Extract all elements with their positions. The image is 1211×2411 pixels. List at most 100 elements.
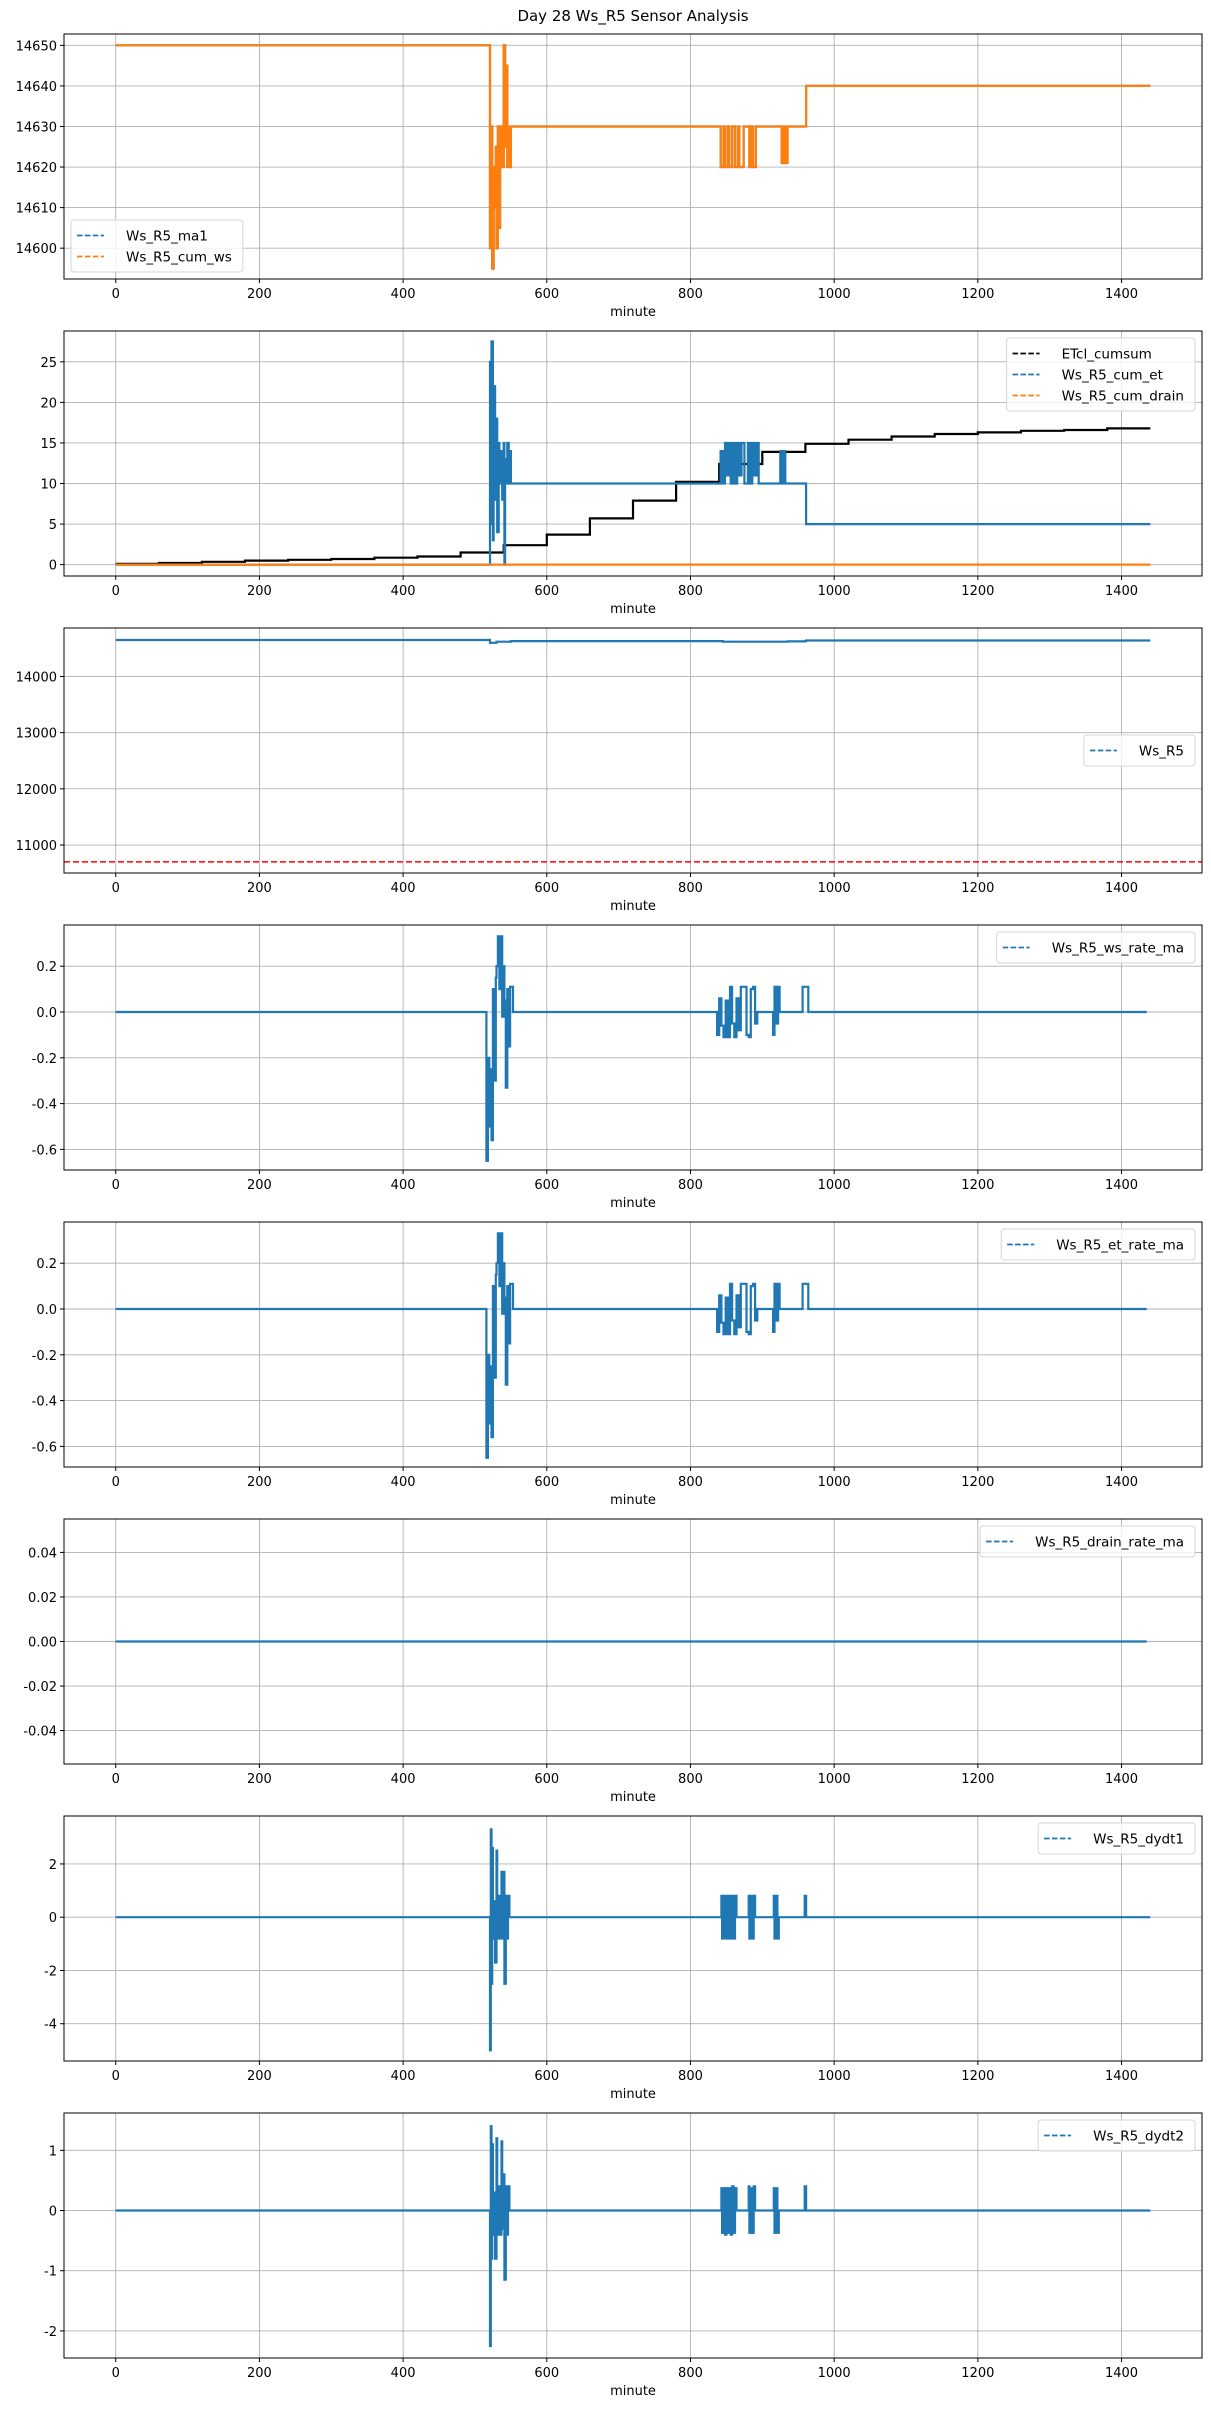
y-tick-label: 0 (49, 1911, 57, 1926)
plot-area (115, 1232, 1147, 1459)
x-tick-label: 200 (247, 1772, 272, 1787)
x-tick-label: 1000 (818, 881, 851, 896)
y-tick-label: 14630 (16, 120, 57, 135)
x-tick-label: 400 (391, 287, 416, 302)
y-tick-label: 0 (49, 2205, 57, 2220)
x-tick-label: 0 (112, 584, 120, 599)
x-tick-label: 1400 (1105, 1772, 1138, 1787)
x-tick-label: 200 (247, 881, 272, 896)
subplot-8: 0 200 400 600 800 1000 1200 1400 -2 -1 0 1 minute Ws_… (44, 2112, 1203, 2399)
x-axis-label: minute (610, 1493, 656, 1508)
y-tick-label: -0.6 (32, 1440, 57, 1455)
legend-box (1037, 1822, 1196, 1855)
x-tick-label: 800 (678, 1178, 703, 1193)
y-tick-label: 20 (40, 396, 57, 411)
y-tick-label: 0.0 (36, 1303, 57, 1318)
legend: ETcl_cumsum Ws_R5_cum_et Ws_R5_cum_drain (1006, 337, 1196, 412)
y-tick-label: 0.04 (28, 1546, 57, 1561)
axes-frame (63, 1518, 1203, 1765)
x-tick-label: 1200 (961, 1178, 994, 1193)
x-tick-label: 800 (678, 1475, 703, 1490)
y-tick-label: 0.00 (28, 1636, 57, 1651)
legend: Ws_R5 (1083, 734, 1196, 767)
y-tick-label: 25 (40, 356, 57, 371)
legend-label: ETcl_cumsum (1062, 347, 1152, 363)
x-tick-label: 1400 (1105, 2069, 1138, 2084)
plot-area (115, 935, 1147, 1162)
x-axis-label: minute (610, 1196, 656, 1211)
y-tick-label: 12000 (16, 783, 57, 798)
legend-box (979, 1525, 1196, 1558)
axes-frame (63, 33, 1203, 280)
x-tick-label: 400 (391, 1178, 416, 1193)
y-tick-label: -0.04 (23, 1725, 57, 1740)
y-tick-label: -2 (44, 2325, 57, 2340)
x-tick-label: 800 (678, 584, 703, 599)
x-tick-label: 800 (678, 2069, 703, 2084)
x-tick-label: 1000 (818, 1475, 851, 1490)
legend: Ws_R5_dydt1 (1037, 1822, 1196, 1855)
legend-label: Ws_R5_ws_rate_ma (1052, 941, 1184, 957)
x-tick-label: 800 (678, 287, 703, 302)
legend-box (70, 219, 244, 273)
plot-area (115, 2125, 1151, 2348)
legend-label: Ws_R5_drain_rate_ma (1035, 1535, 1184, 1551)
x-axis-label: minute (610, 1790, 656, 1805)
legend-box (1006, 337, 1196, 412)
legend-label: Ws_R5_dydt2 (1093, 2129, 1184, 2145)
series-line-ws-r5 (115, 638, 1151, 644)
legend-box (1000, 1228, 1196, 1261)
x-tick-label: 200 (247, 287, 272, 302)
x-tick-label: 600 (534, 2366, 559, 2381)
x-tick-label: 1200 (961, 287, 994, 302)
x-tick-label: 1400 (1105, 881, 1138, 896)
x-tick-label: 400 (391, 584, 416, 599)
x-tick-label: 400 (391, 2069, 416, 2084)
x-tick-label: 0 (112, 1772, 120, 1787)
x-tick-label: 1400 (1105, 287, 1138, 302)
y-tick-label: -0.4 (32, 1098, 57, 1113)
x-tick-label: 400 (391, 1772, 416, 1787)
x-tick-label: 400 (391, 2366, 416, 2381)
plot-area (115, 1828, 1151, 2052)
y-tick-label: -0.4 (32, 1395, 57, 1410)
y-tick-label: -0.02 (23, 1680, 57, 1695)
legend-label: Ws_R5 (1139, 744, 1184, 760)
y-tick-label: 0.2 (36, 960, 57, 975)
y-tick-label: 14000 (16, 670, 57, 685)
x-tick-label: 600 (534, 1772, 559, 1787)
y-tick-label: -2 (44, 1964, 57, 1979)
legend-label: Ws_R5_cum_ws (126, 250, 232, 266)
legend: Ws_R5_et_rate_ma (1000, 1228, 1196, 1261)
y-tick-label: 14620 (16, 161, 57, 176)
series-line-ws-r5-ws-rate-ma (115, 935, 1147, 1162)
x-tick-label: 1200 (961, 584, 994, 599)
x-tick-label: 800 (678, 881, 703, 896)
x-tick-label: 600 (534, 881, 559, 896)
x-axis-label: minute (610, 2087, 656, 2102)
y-tick-label: 0.02 (28, 1591, 57, 1606)
subplot-4: 0 200 400 600 800 1000 1200 1400 -0.6 -0.4 -0.2 0.0… (32, 924, 1203, 1211)
x-tick-label: 1200 (961, 1772, 994, 1787)
series-line-ws-r5-cum-ws (115, 44, 1151, 270)
x-tick-label: 400 (391, 1475, 416, 1490)
y-tick-label: 0 (49, 559, 57, 574)
subplot-2: 0 200 400 600 800 1000 1200 1400 0 5 10 15 20 25 minut… (40, 330, 1203, 617)
legend: Ws_R5_ws_rate_ma (996, 931, 1196, 964)
legend-label: Ws_R5_ma1 (126, 229, 208, 245)
x-tick-label: 600 (534, 2069, 559, 2084)
legend-label: Ws_R5_dydt1 (1093, 1832, 1184, 1848)
y-tick-label: -4 (44, 2018, 57, 2033)
subplot-5: 0 200 400 600 800 1000 1200 1400 -0.6 -0.4 -0.2 0.0… (32, 1221, 1203, 1508)
x-tick-label: 200 (247, 2069, 272, 2084)
subplot-1: 0 200 400 600 800 1000 1200 1400 14600 14610 14620… (16, 33, 1203, 320)
y-tick-label: 11000 (16, 839, 57, 854)
y-tick-label: 14610 (16, 202, 57, 217)
x-tick-label: 200 (247, 584, 272, 599)
axes-frame (63, 627, 1203, 874)
x-tick-label: 1000 (818, 2366, 851, 2381)
legend-box (1037, 2119, 1196, 2152)
y-tick-label: -0.2 (32, 1349, 57, 1364)
axes-frame (63, 1221, 1203, 1468)
x-tick-label: 1400 (1105, 1475, 1138, 1490)
